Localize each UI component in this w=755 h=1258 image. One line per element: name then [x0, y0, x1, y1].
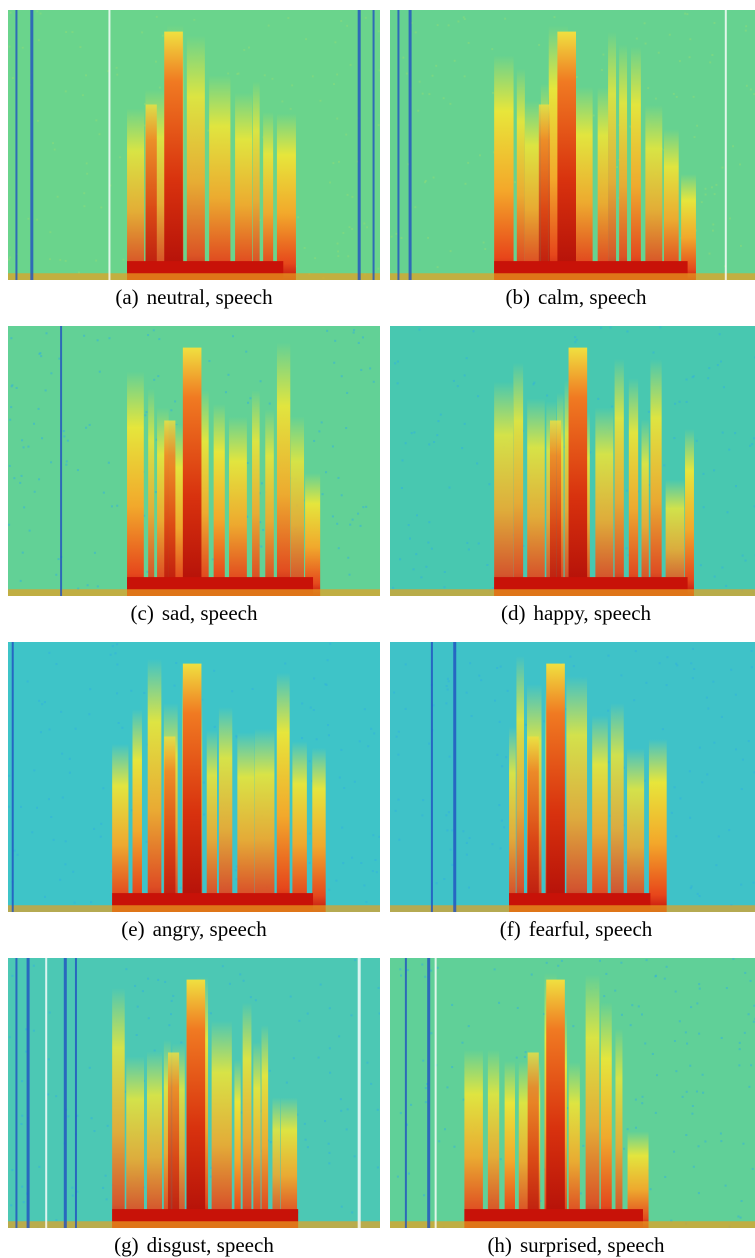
spectrogram	[390, 326, 755, 596]
caption-text: neutral, speech	[147, 285, 273, 309]
caption-label: (d)	[501, 601, 526, 625]
caption-text: angry, speech	[153, 917, 267, 941]
caption-label: (g)	[114, 1233, 139, 1257]
caption-text: sad, speech	[162, 601, 258, 625]
panel: (b) calm, speech	[390, 10, 755, 310]
caption: (e) angry, speech	[8, 916, 380, 942]
caption-text: disgust, speech	[147, 1233, 274, 1257]
panel: (c) sad, speech	[8, 326, 380, 626]
spectrogram	[390, 642, 755, 912]
caption-text: calm, speech	[538, 285, 646, 309]
caption-text: happy, speech	[533, 601, 651, 625]
spectrogram	[8, 10, 380, 280]
caption: (c) sad, speech	[8, 600, 380, 626]
spectrogram	[8, 642, 380, 912]
panel: (h) surprised, speech	[390, 958, 755, 1258]
caption: (f) fearful, speech	[390, 916, 755, 942]
caption-label: (b)	[506, 285, 531, 309]
caption: (a) neutral, speech	[8, 284, 380, 310]
caption: (b) calm, speech	[390, 284, 755, 310]
caption-text: fearful, speech	[529, 917, 653, 941]
caption-label: (e)	[121, 917, 144, 941]
caption-text: surprised, speech	[520, 1233, 665, 1257]
spectrogram	[8, 958, 380, 1228]
panel: (f) fearful, speech	[390, 642, 755, 942]
caption: (d) happy, speech	[390, 600, 755, 626]
caption-label: (f)	[500, 917, 521, 941]
spectrogram	[390, 958, 755, 1228]
figure: (a) neutral, speech (b) calm, speech (c) sad,…	[0, 0, 755, 1258]
panel: (e) angry, speech	[8, 642, 380, 942]
panel: (d) happy, speech	[390, 326, 755, 626]
caption: (h) surprised, speech	[390, 1232, 755, 1258]
spectrogram	[390, 10, 755, 280]
caption-label: (a)	[115, 285, 138, 309]
spectrogram	[8, 326, 380, 596]
caption-label: (c)	[131, 601, 154, 625]
caption-label: (h)	[487, 1233, 512, 1257]
caption: (g) disgust, speech	[8, 1232, 380, 1258]
panel: (g) disgust, speech	[8, 958, 380, 1258]
panel: (a) neutral, speech	[8, 10, 380, 310]
